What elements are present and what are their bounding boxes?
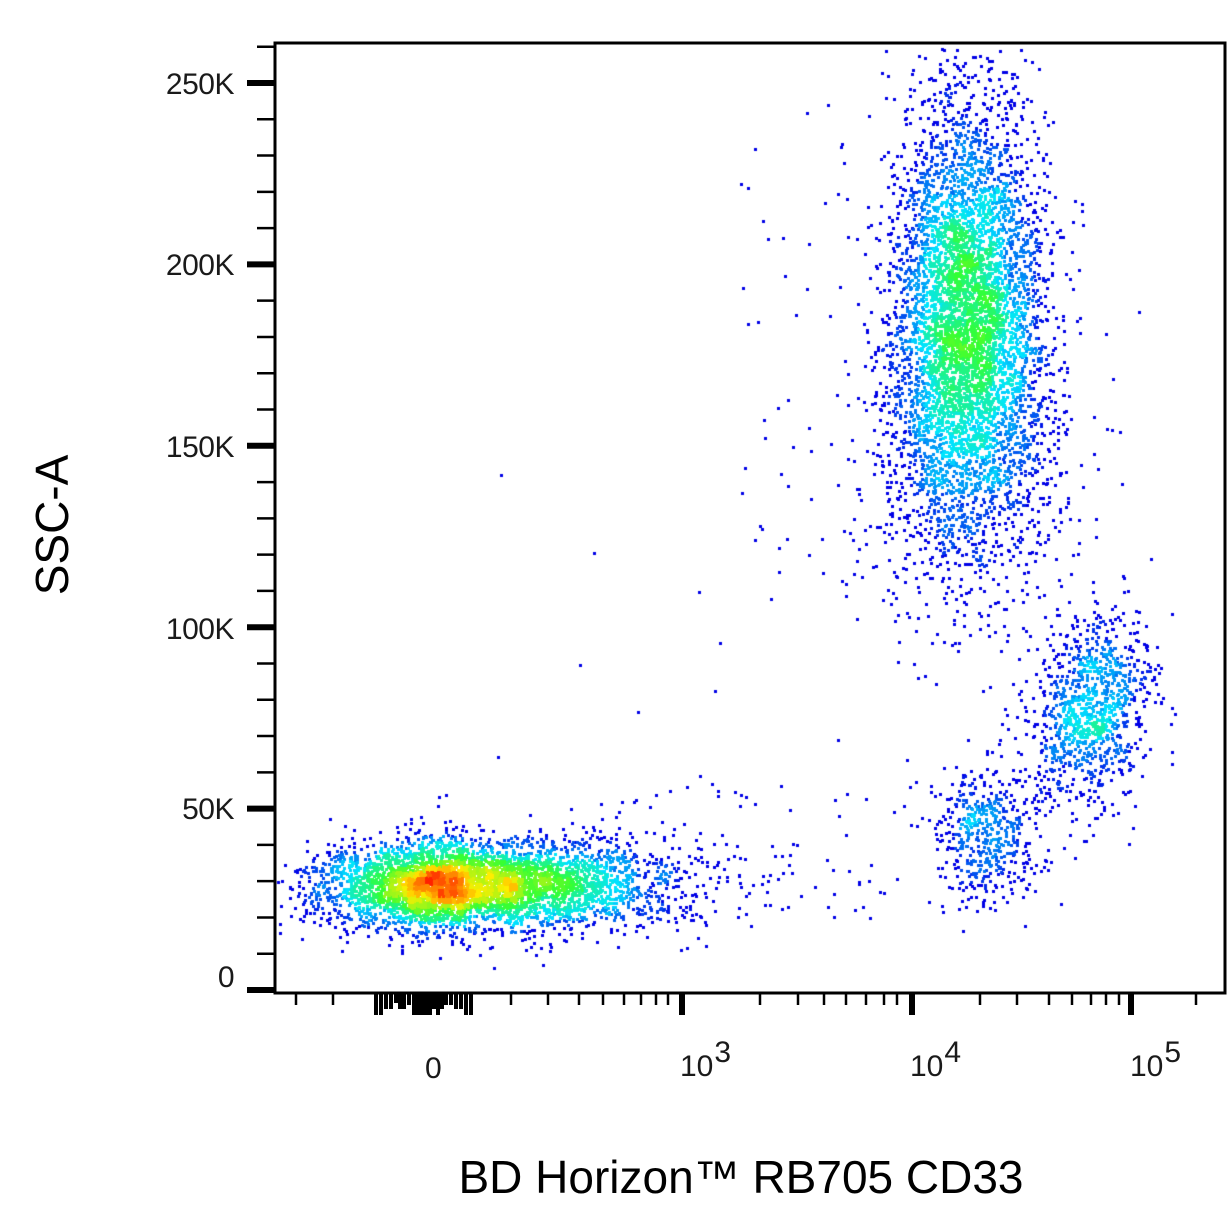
plot-frame xyxy=(273,41,1227,995)
x-tick-label-1e4: 104 xyxy=(910,1036,962,1083)
y-axis-label: SSC-A xyxy=(26,454,78,596)
y-tick-label-150k: 150K xyxy=(165,431,235,464)
x-tick-label-1e3: 103 xyxy=(680,1036,732,1083)
x-tick-label-0: 0 xyxy=(425,1052,442,1085)
y-tick-label-100k: 100K xyxy=(165,613,235,646)
y-tick-label-50k: 50K xyxy=(182,793,234,826)
x-tick-label-1e5: 105 xyxy=(1130,1036,1182,1083)
y-tick-label-0: 0 xyxy=(217,961,235,994)
y-tick-label-250k: 250K xyxy=(165,68,235,101)
x-axis-label: BD Horizon™ RB705 CD33 xyxy=(458,1151,1024,1203)
y-tick-label-200k: 200K xyxy=(165,249,235,282)
density-scatter-area xyxy=(276,44,1224,992)
